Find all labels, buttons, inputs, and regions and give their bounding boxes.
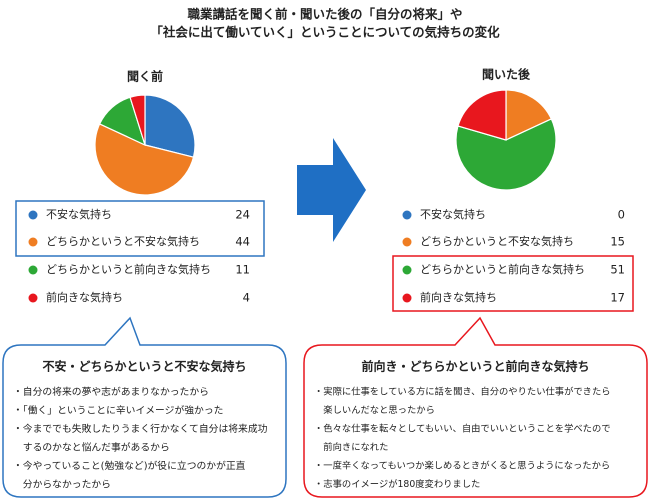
legend-value: 4 <box>243 291 250 305</box>
callout-line: ・一度辛くなってもいつか楽しめるときがくると思うようになったから <box>314 460 610 472</box>
legend-marker <box>28 237 38 247</box>
callout-line: 分からなかったから <box>13 479 111 491</box>
callout-line: ・自分の将来の夢や志があまりなかったから <box>13 385 209 398</box>
callout-line: ・今やっていること(勉強など)が役に立つのかが正直 <box>13 459 246 472</box>
legend-label: どちらかというと不安な気持ち <box>46 234 200 248</box>
legend-marker <box>28 293 38 303</box>
callout-line: ・今まででも失敗したりうまく行かなくて自分は将来成功 <box>13 422 268 435</box>
highlight-box <box>392 255 634 312</box>
callout-line: 楽しいんだなと思ったから <box>314 404 435 416</box>
highlight-box <box>15 200 265 257</box>
legend-label: 前向きな気持ち <box>420 290 497 304</box>
legend-label: 不安な気持ち <box>420 207 486 221</box>
callout-line: するのかなと悩んだ事があるから <box>13 441 170 454</box>
legend-label: 不安な気持ち <box>46 207 112 221</box>
legend-marker <box>402 265 412 275</box>
pie-title: 聞いた後 <box>482 67 531 82</box>
pie-slice <box>94 123 195 196</box>
pie-slice <box>505 89 553 141</box>
legend-value: 15 <box>610 235 625 249</box>
legend-marker <box>28 210 38 220</box>
callout-box <box>2 316 287 498</box>
pie-slice <box>129 94 146 146</box>
legend-label: どちらかというと前向きな気持ち <box>46 262 211 276</box>
legend-value: 24 <box>235 208 250 222</box>
pie-slice <box>455 118 557 191</box>
callout-line: ・志事のイメージが180度変わりました <box>314 478 480 490</box>
pie-title: 聞く前 <box>127 69 163 84</box>
callout-line: ・実際に仕事をしている方に話を聞き、自分のやりたい仕事ができたら <box>314 386 611 398</box>
legend-marker <box>402 293 412 303</box>
arrow <box>297 138 366 242</box>
callout-line: ・色々な仕事を転々としてもいい、自由でいいということを学べたので <box>314 423 611 435</box>
pie-slice <box>457 89 507 141</box>
legend-label: どちらかというと前向きな気持ち <box>420 262 585 276</box>
legend-value: 51 <box>610 263 625 277</box>
legend-label: 前向きな気持ち <box>46 290 123 304</box>
callout-box <box>303 316 648 498</box>
legend-marker <box>402 237 412 247</box>
pie-slice <box>144 94 196 158</box>
callout-title: 不安・どちらかというと不安な気持ち <box>42 359 246 374</box>
legend-marker <box>28 265 38 275</box>
legend-value: 11 <box>235 263 250 277</box>
legend-label: どちらかというと不安な気持ち <box>420 234 574 248</box>
legend-value: 17 <box>610 291 625 305</box>
legend-value: 44 <box>235 235 250 249</box>
title-line: 職業講話を聞く前・聞いた後の「自分の将来」や <box>187 7 462 22</box>
legend-value: 0 <box>618 208 625 222</box>
callout-line: 前向きになれた <box>314 441 388 453</box>
callout-title: 前向き・どちらかというと前向きな気持ち <box>361 359 589 374</box>
legend-marker <box>402 210 412 220</box>
callout-line: ・「働く」ということに辛いイメージが強かった <box>13 404 223 417</box>
title-line: 「社会に出て働いていく」ということについての気持ちの変化 <box>150 25 500 40</box>
